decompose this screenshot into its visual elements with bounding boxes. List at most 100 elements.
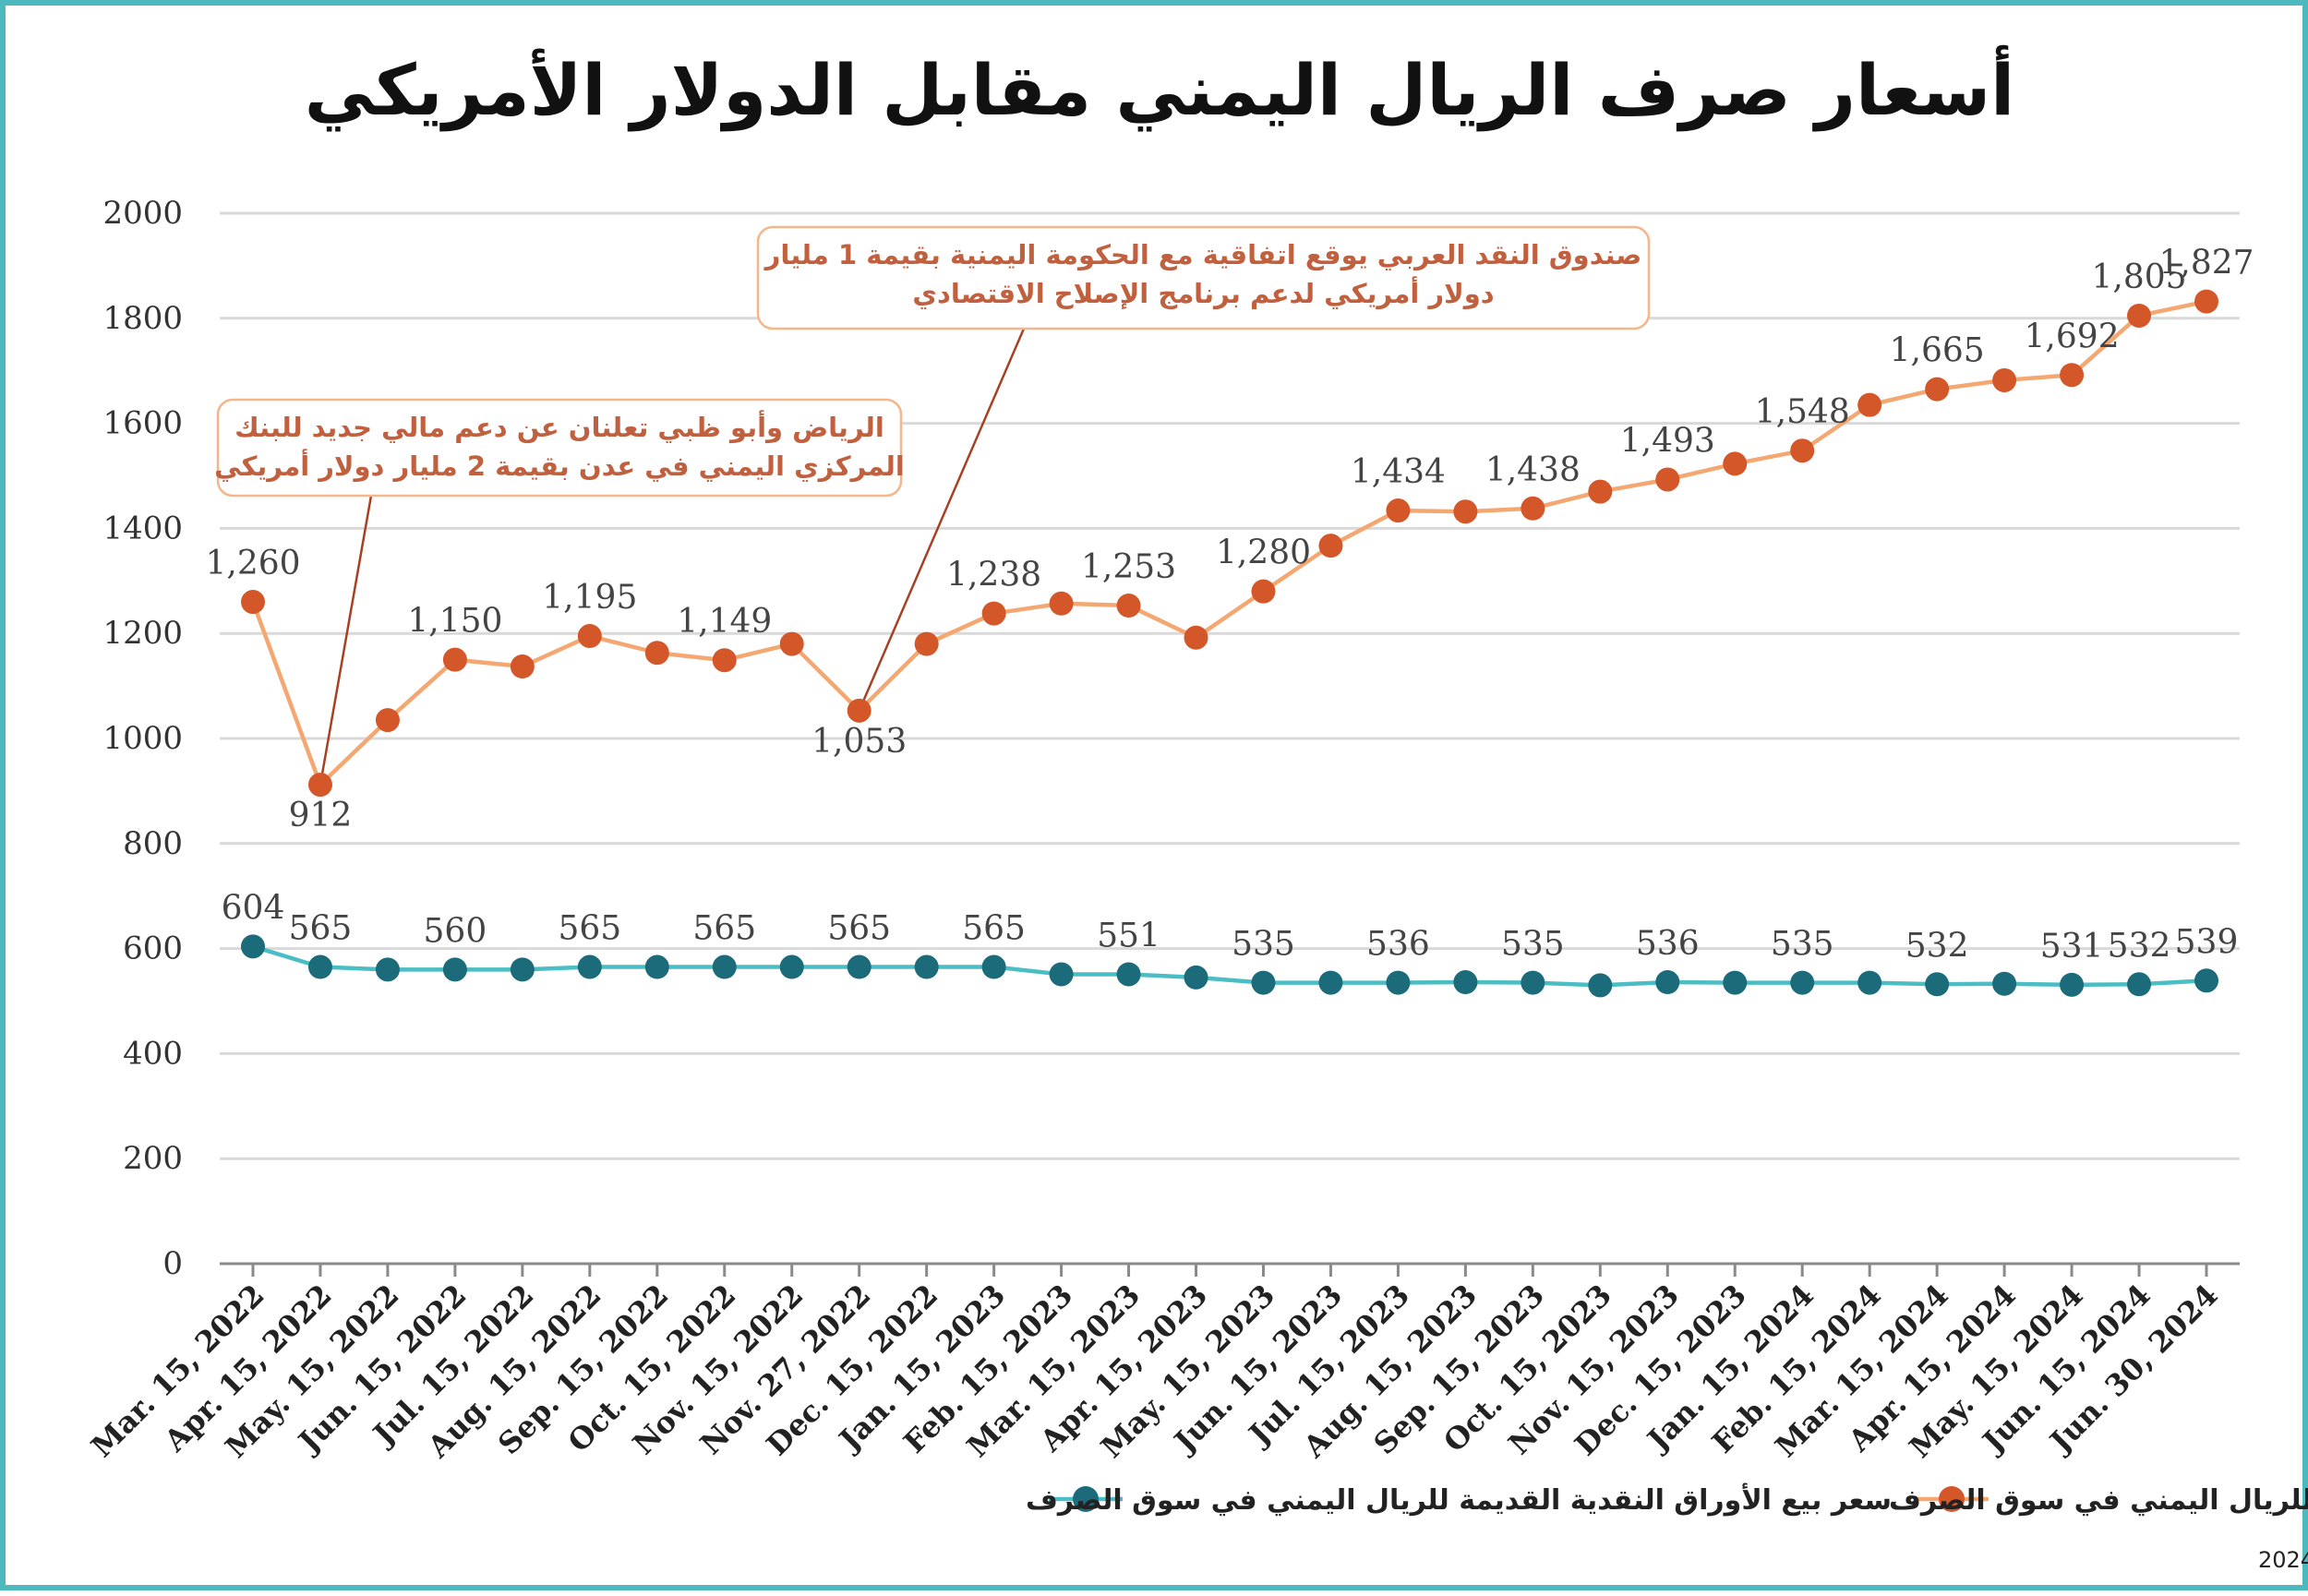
- annotation-box: [756, 225, 1651, 330]
- data-point-new-notes: [510, 654, 535, 679]
- annotation-leader-line: [858, 328, 1026, 712]
- data-label-new-notes: 1,548: [1755, 393, 1850, 431]
- data-label-old-notes: 560: [424, 912, 487, 950]
- data-label-old-notes: 565: [827, 910, 891, 948]
- data-label-old-notes: 531: [2040, 928, 2104, 966]
- annotations: الرياض وأبو ظبي تعلنان عن دعم مالي جديد …: [214, 225, 1651, 786]
- data-point-old-notes: [577, 954, 602, 979]
- data-point-old-notes: [1992, 971, 2017, 996]
- data-label-new-notes: 1,053: [811, 723, 907, 761]
- annotation-text: الرياض وأبو ظبي تعلنان عن دعم مالي جديد …: [234, 410, 884, 443]
- data-label-new-notes: 912: [289, 797, 353, 834]
- data-point-new-notes: [442, 647, 467, 672]
- data-label-old-notes: 536: [1636, 925, 1700, 963]
- data-point-old-notes: [1386, 970, 1411, 995]
- data-point-old-notes: [510, 957, 535, 982]
- data-point-old-notes: [1251, 970, 1276, 995]
- data-point-new-notes: [2060, 363, 2085, 388]
- data-point-old-notes: [241, 934, 265, 959]
- data-point-new-notes: [914, 631, 939, 656]
- series-layer: [241, 289, 2218, 998]
- data-point-old-notes: [644, 954, 669, 979]
- data-point-new-notes: [1386, 498, 1411, 523]
- data-point-old-notes: [1925, 972, 1950, 997]
- data-point-old-notes: [712, 954, 737, 979]
- data-label-old-notes: 539: [2175, 923, 2239, 961]
- data-point-new-notes: [577, 624, 602, 649]
- data-point-old-notes: [1857, 970, 1882, 995]
- y-tick-label: 2000: [102, 195, 183, 232]
- chart-title: أسعار صرف الريال اليمني مقابل الدولار ال…: [305, 44, 2014, 132]
- y-tick-label: 1000: [102, 720, 183, 757]
- data-point-new-notes: [1655, 467, 1680, 492]
- data-point-new-notes: [1521, 496, 1545, 521]
- data-point-new-notes: [1925, 377, 1950, 402]
- data-label-new-notes: 1,253: [1081, 548, 1176, 586]
- data-point-old-notes: [1723, 970, 1748, 995]
- legend-label-old-notes: سعر بيع الأوراق النقدية القديمة للريال ا…: [1026, 1482, 1892, 1517]
- data-label-new-notes: 1,149: [677, 603, 772, 641]
- data-label-new-notes: 1,434: [1351, 453, 1446, 491]
- data-label-old-notes: 565: [692, 910, 756, 948]
- data-label-old-notes: 535: [1232, 926, 1295, 964]
- legend-marker-old-notes: [1073, 1486, 1099, 1512]
- data-point-old-notes: [914, 954, 939, 979]
- data-point-new-notes: [1453, 499, 1478, 524]
- data-point-new-notes: [1318, 534, 1343, 558]
- data-point-new-notes: [307, 773, 332, 798]
- annotation-text: دولار أمريكي لدعم برنامج الإصلاح الاقتصا…: [912, 276, 1494, 309]
- data-point-old-notes: [981, 954, 1006, 979]
- data-point-new-notes: [779, 631, 804, 656]
- data-point-old-notes: [307, 954, 332, 979]
- data-label-old-notes: 565: [289, 910, 353, 948]
- data-point-old-notes: [1588, 973, 1613, 998]
- data-point-old-notes: [1790, 970, 1815, 995]
- data-label-new-notes: 1,493: [1620, 422, 1715, 460]
- data-point-old-notes: [1318, 970, 1343, 995]
- annotation-text: صندوق النقد العربي يوقع اتفاقية مع الحكو…: [763, 239, 1642, 270]
- annotation-box: [216, 398, 903, 498]
- data-point-new-notes: [1992, 367, 2017, 392]
- copyright-footer: © حقوق النشر: مركز صنعاء للدراسات الاستر…: [2258, 1547, 2308, 1573]
- data-label-old-notes: 536: [1366, 926, 1430, 964]
- legend-label-new-notes: سعر بيع الأوراق النقدية الجديدة للريال ا…: [1889, 1482, 2308, 1517]
- data-labels: 1,260 912 1,150 1,195 1,149 1,053 1,238 1,253 1,…: [205, 245, 2254, 966]
- data-point-new-notes: [847, 698, 872, 723]
- data-label-new-notes: 1,195: [542, 579, 637, 617]
- axes: 0200400600800100012001400160018002000Mar…: [84, 195, 2240, 1465]
- legend-marker-new-notes: [1939, 1486, 1965, 1512]
- data-point-new-notes: [1723, 451, 1748, 476]
- data-point-new-notes: [981, 601, 1006, 626]
- data-point-old-notes: [375, 957, 400, 982]
- y-tick-label: 1600: [102, 405, 183, 442]
- data-label-old-notes: 565: [962, 910, 1026, 948]
- y-tick-label: 1400: [102, 510, 183, 546]
- legend: سعر بيع الأوراق النقدية الجديدة للريال ا…: [1026, 1482, 2308, 1517]
- data-label-new-notes: 1,692: [2025, 318, 2120, 355]
- data-label-old-notes: 551: [1097, 917, 1160, 954]
- data-point-new-notes: [2194, 289, 2218, 314]
- data-point-old-notes: [847, 954, 872, 979]
- data-point-new-notes: [1857, 392, 1882, 417]
- data-label-new-notes: 1,665: [1890, 332, 1985, 370]
- data-point-new-notes: [1588, 479, 1613, 504]
- data-label-new-notes: 1,438: [1485, 451, 1581, 489]
- data-point-old-notes: [779, 954, 804, 979]
- data-label-new-notes: 1,150: [407, 603, 502, 641]
- data-point-new-notes: [1251, 579, 1276, 604]
- y-tick-label: 0: [162, 1245, 183, 1282]
- data-point-new-notes: [375, 708, 400, 733]
- data-point-new-notes: [2127, 303, 2152, 328]
- data-point-old-notes: [442, 957, 467, 982]
- data-label-old-notes: 535: [1501, 926, 1565, 964]
- data-point-new-notes: [1790, 438, 1815, 463]
- data-point-new-notes: [644, 641, 669, 666]
- data-point-old-notes: [1049, 962, 1074, 987]
- y-tick-label: 1200: [102, 615, 183, 652]
- y-tick-label: 1800: [102, 300, 183, 337]
- data-point-new-notes: [1184, 625, 1208, 650]
- chart-canvas: أسعار صرف الريال اليمني مقابل الدولار ال…: [84, 44, 2308, 1573]
- y-tick-label: 600: [123, 930, 183, 967]
- annotation-text: المركزي اليمني في عدن بقيمة 2 مليار دولا…: [214, 449, 905, 482]
- data-point-new-notes: [712, 648, 737, 673]
